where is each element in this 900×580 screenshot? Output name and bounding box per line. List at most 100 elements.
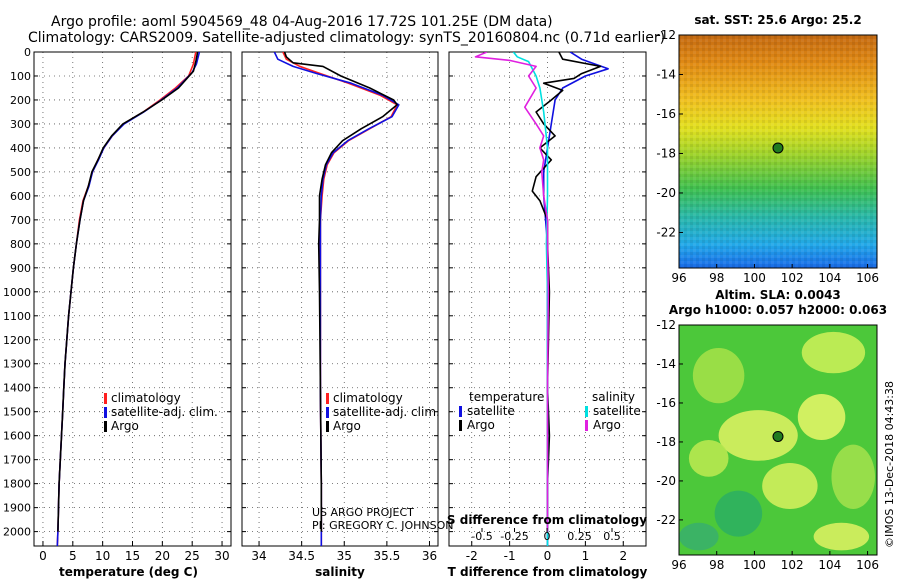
x-tick-label: -2 [466,549,478,563]
x-tick-label: 104 [818,558,841,572]
s-tick-label: -0.25 [500,530,528,543]
map-frame [678,34,878,269]
series-group [56,52,201,546]
plot-frame [33,51,232,547]
x-tick-label: 0 [544,549,552,563]
s-tick-label: 0 [544,530,551,543]
x-axis-label: T difference from climatology [448,565,648,579]
sla-anomaly [831,444,876,509]
legend-label: climatology [111,391,181,405]
legend-swatch [326,407,329,418]
legend-swatch [459,420,462,431]
y-tick-label: 1400 [3,382,31,395]
temperature-panel: 0100200300400500600700800900100011001200… [3,46,232,579]
y-tick-label: 2000 [3,526,31,539]
map-frame [678,324,878,556]
y-tick-label: -16 [656,107,676,121]
map-title: sat. SST: 25.6 Argo: 25.2 [694,13,861,27]
y-tick-label: -18 [656,146,676,160]
s-tick-label: 0.5 [603,530,621,543]
legend-label: satellite-adj. clim. [111,405,218,419]
y-tick-label: -22 [656,225,676,239]
legend-swatch [459,406,462,417]
sst-map: 96 98 100 102 104 106 -12 -14 -16 -18 -20 -22 sat. S… [656,13,879,285]
title-line-1: Argo profile: aoml 5904569_48 04-Aug-201… [51,14,553,30]
y-tick-label: 100 [10,70,31,83]
series-line-t-satellite [542,52,609,546]
sla-anomaly [692,348,745,404]
y-tick-label: -20 [656,474,676,488]
sla-anomaly [813,522,870,551]
map-title: Altim. SLA: 0.0043 [715,288,841,302]
series-line-t-argo [531,52,602,532]
y-tick-label: 1900 [3,502,31,515]
x-tick-label: 15 [125,549,140,563]
series-group [474,52,609,546]
x-tick-label: 20 [155,549,170,563]
sla-anomaly [762,463,818,509]
y-tick-label: 1600 [3,430,31,443]
x-tick-label: 106 [856,271,879,285]
legend-swatch [104,421,107,432]
y-tick-label: 900 [10,262,31,275]
x-tick-label: 1 [582,549,590,563]
credit-text: ©IMOS 13-Dec-2018 04:43:38 [883,381,896,548]
argo-location-marker [772,430,784,442]
x-axis-label: salinity [315,565,365,579]
x-tick-label: 96 [671,271,686,285]
legend-label: Argo [111,419,139,433]
y-tick-label: 1000 [3,286,31,299]
y-tick-label: 200 [10,94,31,107]
series-line-argo [283,52,398,532]
x-tick-label: 35 [337,549,352,563]
annotation-text: PI: GREGORY C. JOHNSON [312,519,453,532]
x-tick-label: 106 [856,558,879,572]
plot-frame [241,51,439,547]
y-tick-label: -18 [656,435,676,449]
s-tick-label: -0.5 [471,530,492,543]
y-tick-label: -20 [656,186,676,200]
map-subtitle: Argo h1000: 0.057 h2000: 0.063 [669,303,887,317]
y-tick-label: -16 [656,396,676,410]
title-line-2: Climatology: CARS2009. Satellite-adjuste… [28,30,665,46]
y-tick-label: 1100 [3,310,31,323]
sla-map: 96 98 100 102 104 106 -12 -14 -16 -18 -20 -22 Altim.… [656,288,887,572]
y-tick-label: 800 [10,238,31,251]
series-group [273,52,400,546]
y-tick-label: 1200 [3,334,31,347]
x-tick-label: 30 [214,549,229,563]
x-axis-label-top: S difference from climatology [447,513,647,527]
x-tick-label: 34.5 [288,549,315,563]
sla-anomaly [718,410,798,461]
legend-title: salinity [592,390,635,404]
legend-label: satellite [593,404,641,418]
x-tick-label: 5 [69,549,77,563]
annotation-text: US ARGO PROJECT [312,506,414,519]
x-tick-label: 34 [251,549,266,563]
series-line-argo [57,52,199,532]
series-line-s-satellite [512,52,549,546]
y-tick-label: 1500 [3,406,31,419]
legend-label: satellite-adj. clim. [333,405,440,419]
y-tick-label: 300 [10,118,31,131]
x-tick-label: 100 [743,558,766,572]
s-tick-label: 0.25 [567,530,592,543]
x-tick-label: -1 [504,549,516,563]
y-tick-label: 1800 [3,478,31,491]
y-tick-label: 1300 [3,358,31,371]
legend-label: Argo [333,419,361,433]
x-tick-label: 0 [39,549,47,563]
argo-location-marker [772,142,784,154]
y-tick-label: -14 [656,67,676,81]
legend-label: climatology [333,391,403,405]
legend-swatch [104,407,107,418]
legend-label: satellite [467,404,515,418]
series-line-satellite-adj-clim- [56,52,201,546]
legend-swatch [326,393,329,404]
x-tick-label: 36 [422,549,437,563]
y-tick-label: 1700 [3,454,31,467]
sla-anomaly [714,490,763,537]
y-tick-label: -14 [656,357,676,371]
y-tick-label: 700 [10,214,31,227]
